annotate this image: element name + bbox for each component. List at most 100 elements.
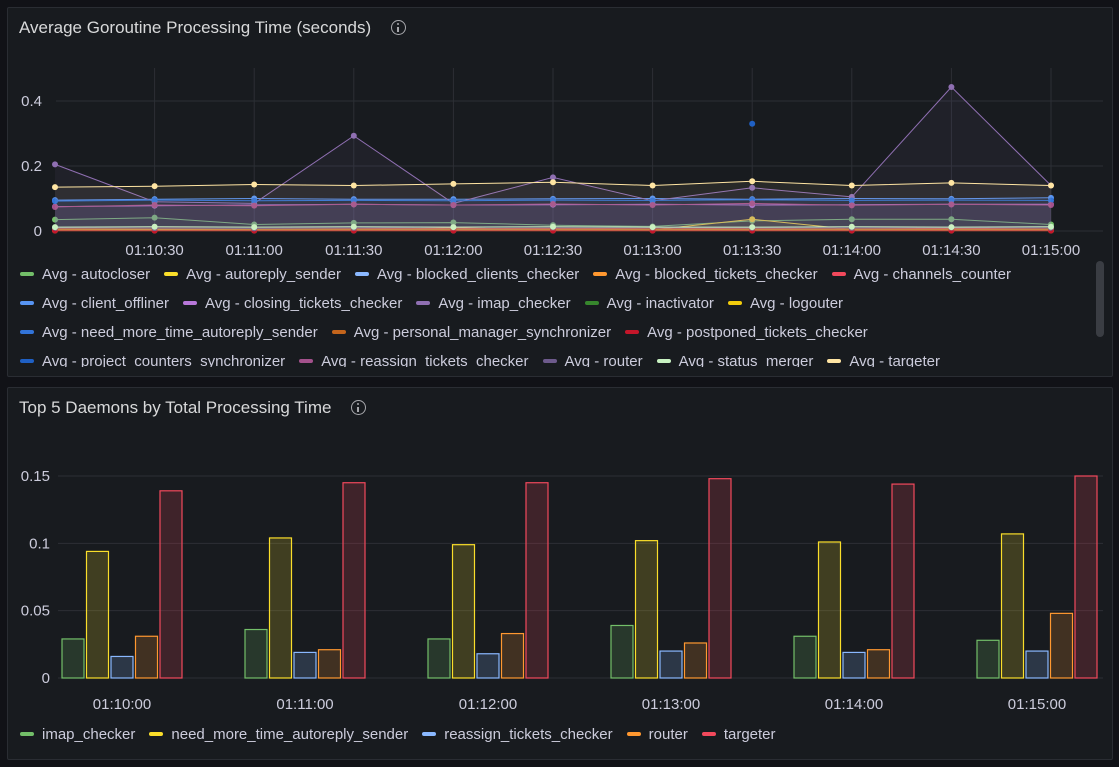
bar[interactable]: targeter: 0.148 — [708, 478, 732, 679]
data-point[interactable]: Avg - reassign_tickets_checker: 0.082 — [948, 201, 955, 208]
bar[interactable]: need_more_time_autoreply_sender: 0.094 — [85, 550, 110, 679]
bar[interactable]: imap_checker: 0.031 — [793, 635, 817, 679]
bar[interactable]: targeter: 0.139 — [159, 490, 183, 679]
data-point[interactable]: Avg - need_more_time_autoreply_sender: 0… — [1048, 197, 1054, 204]
bar[interactable]: targeter: 0.144 — [891, 483, 915, 679]
data-point[interactable]: Avg - status_merger: 0.013 — [350, 223, 357, 230]
bar[interactable]: reassign_tickets_checker: 0.02 — [659, 650, 683, 679]
data-point[interactable]: Avg - targeter: 0.14 — [649, 182, 656, 189]
legend-item[interactable]: Avg - personal_manager_synchronizer — [331, 322, 611, 342]
bar-chart[interactable]: 00.050.10.15imap_checker: 0.029need_more… — [8, 388, 1113, 718]
bar[interactable]: imap_checker: 0.039 — [610, 624, 634, 679]
info-icon[interactable] — [351, 400, 367, 415]
bar[interactable]: imap_checker: 0.036 — [244, 628, 268, 679]
legend-item[interactable]: Avg - postponed_tickets_checker — [625, 322, 868, 342]
series-line[interactable]: Avg - imap_checker: 0.205 Avg - imap_chec… — [52, 84, 1054, 231]
data-point[interactable]: Avg - imap_checker: 0.205 — [52, 161, 58, 168]
legend-item[interactable]: Avg - reassign_tickets_checker — [299, 351, 529, 367]
bar[interactable]: need_more_time_autoreply_sender: 0.101 — [817, 541, 842, 679]
bar[interactable]: reassign_tickets_checker: 0.018 — [476, 653, 500, 679]
data-point[interactable]: Avg - imap_checker: 0.293 — [350, 132, 357, 139]
data-point[interactable]: Avg - project_counters_synchronizer: 0.3… — [749, 120, 756, 127]
line-chart[interactable]: 0 0.2 0.4 01:10:30 01:11:00 01:11:30 01:12:00 0… — [8, 8, 1113, 258]
bar[interactable]: reassign_tickets_checker: 0.019 — [842, 651, 866, 679]
data-point[interactable]: Avg - status_merger: 0.012 — [948, 224, 955, 231]
data-point[interactable]: Avg - reassign_tickets_checker: 0.08 — [1048, 202, 1054, 208]
data-point[interactable]: Avg - status_merger: 0.013 — [151, 223, 158, 230]
data-point[interactable]: Avg - need_more_time_autoreply_sender: 0… — [948, 197, 955, 204]
data-point[interactable]: Avg - autocloser: 0.036 — [848, 216, 855, 223]
bar[interactable]: imap_checker: 0.029 — [61, 638, 85, 679]
legend-item[interactable]: need_more_time_autoreply_sender — [149, 724, 408, 744]
data-point[interactable]: Avg - need_more_time_autoreply_sender: 0… — [450, 197, 457, 204]
legend-item[interactable]: Avg - autocloser — [20, 264, 150, 284]
series-line[interactable]: Avg - need_more_time_autoreply_sender: 0… — [52, 196, 1054, 231]
data-point[interactable]: Avg - status_merger: 0.012 — [649, 224, 656, 231]
legend-item[interactable]: Avg - channels_counter — [831, 264, 1011, 284]
bar[interactable]: need_more_time_autoreply_sender: 0.102 — [634, 540, 659, 679]
data-point[interactable]: Avg - need_more_time_autoreply_sender: 0… — [151, 197, 158, 204]
bar[interactable]: router: 0.033 — [500, 632, 525, 679]
data-point[interactable]: Avg - status_merger: 0.012 — [52, 224, 58, 231]
info-icon[interactable] — [391, 20, 407, 35]
bar[interactable]: targeter: 0.15 — [1074, 475, 1098, 679]
legend-item[interactable]: Avg - project_counters_synchronizer — [20, 351, 285, 367]
legend-item[interactable]: Avg - need_more_time_autoreply_sender — [20, 322, 318, 342]
data-point[interactable]: Avg - need_more_time_autoreply_sender: 0… — [251, 197, 258, 204]
series-line[interactable]: Avg - targeter: 0.135 Avg - targeter: 0.1… — [52, 178, 1054, 231]
bar[interactable]: router: 0.031 — [134, 635, 159, 679]
legend-item[interactable]: Avg - inactivator — [584, 293, 714, 313]
data-point[interactable]: Avg - targeter: 0.14 — [848, 182, 855, 189]
legend-item[interactable]: targeter — [701, 724, 776, 744]
data-point[interactable]: Avg - status_merger: 0.013 — [1048, 223, 1054, 230]
data-point[interactable]: Avg - need_more_time_autoreply_sender: 0… — [649, 197, 656, 204]
data-point[interactable]: Avg - targeter: 0.14 — [1048, 182, 1054, 189]
data-point[interactable]: Avg - autocloser: 0.026 — [450, 219, 457, 226]
legend-item[interactable]: Avg - client_offliner — [20, 293, 169, 313]
bar[interactable]: router: 0.021 — [866, 649, 891, 679]
bar[interactable]: targeter: 0.145 — [525, 482, 549, 679]
bar[interactable]: need_more_time_autoreply_sender: 0.099 — [451, 544, 476, 679]
data-point[interactable]: Avg - targeter: 0.153 — [749, 178, 756, 185]
data-point[interactable]: Avg - targeter: 0.138 — [151, 183, 158, 190]
data-point[interactable]: Avg - reassign_tickets_checker: 0.083 — [550, 201, 556, 208]
legend-item[interactable]: router — [626, 724, 688, 744]
data-point[interactable]: Avg - reassign_tickets_checker: 0.078 — [251, 202, 258, 209]
legend-item[interactable]: imap_checker — [20, 724, 135, 744]
bar[interactable]: imap_checker: 0.029 — [427, 638, 451, 679]
legend-item[interactable]: Avg - status_merger — [656, 351, 813, 367]
bar[interactable]: imap_checker: 0.028 — [976, 639, 1000, 679]
data-point[interactable]: Avg - reassign_tickets_checker: 0.079 — [848, 202, 855, 209]
data-point[interactable]: Avg - targeter: 0.135 — [52, 184, 58, 191]
legend-scrollbar[interactable] — [1096, 261, 1104, 337]
data-point[interactable]: Avg - imap_checker: 0.133 — [749, 184, 756, 191]
bar[interactable]: targeter: 0.145 — [342, 482, 366, 679]
data-point[interactable]: Avg - status_merger: 0.013 — [848, 223, 855, 230]
data-point[interactable]: Avg - targeter: 0.15 — [550, 179, 556, 186]
data-point[interactable]: Avg - status_merger: 0.012 — [749, 224, 756, 231]
data-point[interactable]: Avg - imap_checker: 0.443 — [948, 84, 955, 91]
legend-item[interactable]: Avg - router — [542, 351, 643, 367]
bar[interactable]: need_more_time_autoreply_sender: 0.107 — [1000, 533, 1025, 679]
data-point[interactable]: Avg - autocloser: 0.035 — [52, 216, 58, 223]
legend-item[interactable]: Avg - targeter — [827, 351, 940, 367]
legend-item[interactable]: Avg - autoreply_sender — [164, 264, 341, 284]
data-point[interactable]: Avg - targeter: 0.14 — [350, 182, 357, 189]
data-point[interactable]: Avg - need_more_time_autoreply_sender: 0… — [52, 198, 58, 205]
data-point[interactable]: Avg - need_more_time_autoreply_sender: 0… — [848, 197, 855, 204]
legend-item[interactable]: reassign_tickets_checker — [422, 724, 613, 744]
legend-item[interactable]: Avg - logouter — [727, 293, 843, 313]
data-point[interactable]: Avg - reassign_tickets_checker: 0.08 — [649, 202, 656, 208]
data-point[interactable]: Avg - targeter: 0.143 — [251, 181, 258, 188]
series-line[interactable]: Avg - project_counters_synchronizer: 0.3… — [749, 120, 756, 127]
legend-item[interactable]: Avg - blocked_tickets_checker — [593, 264, 818, 284]
series-line[interactable]: Avg - status_merger: 0.012 Avg - status_m… — [52, 223, 1054, 231]
data-point[interactable]: Avg - reassign_tickets_checker: 0.082 — [350, 201, 357, 208]
data-point[interactable]: Avg - status_merger: 0.012 — [251, 224, 258, 231]
bar[interactable]: reassign_tickets_checker: 0.019 — [293, 651, 317, 679]
series-line[interactable]: Avg - reassign_tickets_checker: 0.074Avg… — [52, 200, 1054, 231]
data-point[interactable]: Avg - imap_checker: 0.165 — [550, 174, 556, 181]
legend-item[interactable]: Avg - closing_tickets_checker — [183, 293, 402, 313]
legend-item[interactable]: Avg - imap_checker — [416, 293, 571, 313]
data-point[interactable]: Avg - autoreply_sender: 0.036 — [749, 216, 756, 223]
